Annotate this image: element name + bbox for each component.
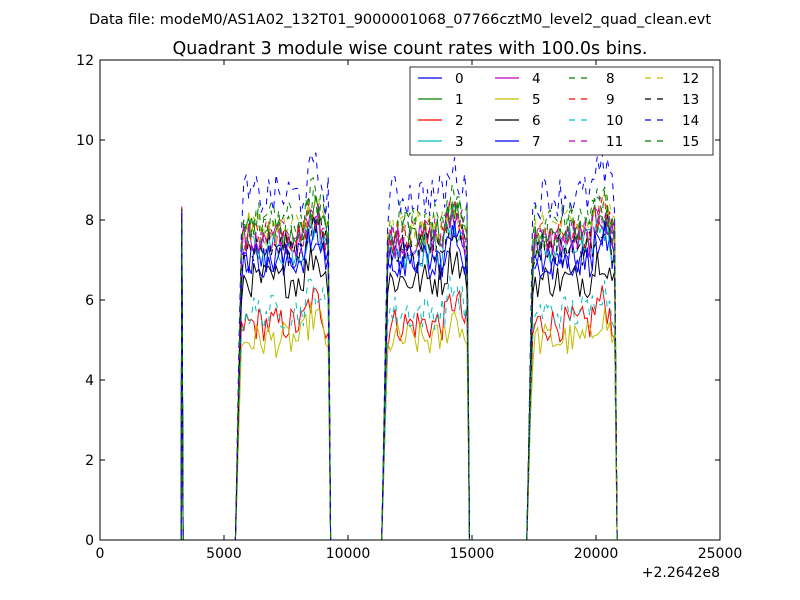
- y-tick-label: 8: [85, 213, 94, 229]
- legend-label-6: 6: [532, 113, 541, 129]
- legend-label-9: 9: [606, 92, 615, 108]
- x-offset-label: +2.2642e8: [642, 565, 720, 581]
- legend-label-10: 10: [606, 113, 623, 129]
- legend-label-0: 0: [455, 71, 464, 87]
- y-tick-label: 0: [85, 533, 94, 549]
- series-line-5: [179, 233, 626, 540]
- series-line-7: [179, 219, 626, 540]
- series-line-14: [179, 151, 626, 540]
- series-line-6: [179, 208, 626, 540]
- series-line-3: [179, 206, 626, 540]
- legend-label-3: 3: [455, 134, 464, 150]
- legend-label-11: 11: [606, 134, 623, 150]
- x-tick-label: 5000: [206, 546, 242, 562]
- datafile-label: Data file: modeM0/AS1A02_132T01_90000010…: [89, 12, 711, 28]
- series-line-10: [179, 239, 626, 540]
- x-tick-label: 25000: [698, 546, 743, 562]
- legend-label-4: 4: [532, 71, 541, 87]
- y-tick-label: 2: [85, 453, 94, 469]
- legend-label-15: 15: [682, 134, 699, 150]
- legend-label-1: 1: [455, 92, 464, 108]
- series-line-11: [179, 196, 626, 540]
- series-line-15: [179, 189, 626, 540]
- series-line-0: [179, 212, 626, 540]
- legend-label-7: 7: [532, 134, 541, 150]
- legend-label-13: 13: [682, 92, 699, 108]
- legend-label-14: 14: [682, 113, 699, 129]
- legend-frame: [409, 66, 714, 156]
- legend-label-8: 8: [606, 71, 615, 87]
- y-tick-label: 4: [85, 373, 94, 389]
- y-tick-label: 10: [76, 133, 94, 149]
- legend-label-12: 12: [682, 71, 699, 87]
- y-tick-label: 12: [76, 53, 94, 69]
- x-tick-label: 0: [96, 546, 105, 562]
- legend-label-5: 5: [532, 92, 541, 108]
- chart-title: Quadrant 3 module wise count rates with …: [173, 39, 648, 59]
- series-line-12: [179, 193, 626, 540]
- x-tick-label: 15000: [450, 546, 495, 562]
- y-tick-label: 6: [85, 293, 94, 309]
- series-layer: [179, 151, 626, 540]
- series-line-13: [179, 214, 626, 540]
- x-tick-label: 10000: [326, 546, 371, 562]
- x-tick-label: 20000: [574, 546, 619, 562]
- series-line-8: [179, 177, 626, 540]
- legend-label-2: 2: [455, 113, 464, 129]
- plot-frame: [99, 59, 721, 541]
